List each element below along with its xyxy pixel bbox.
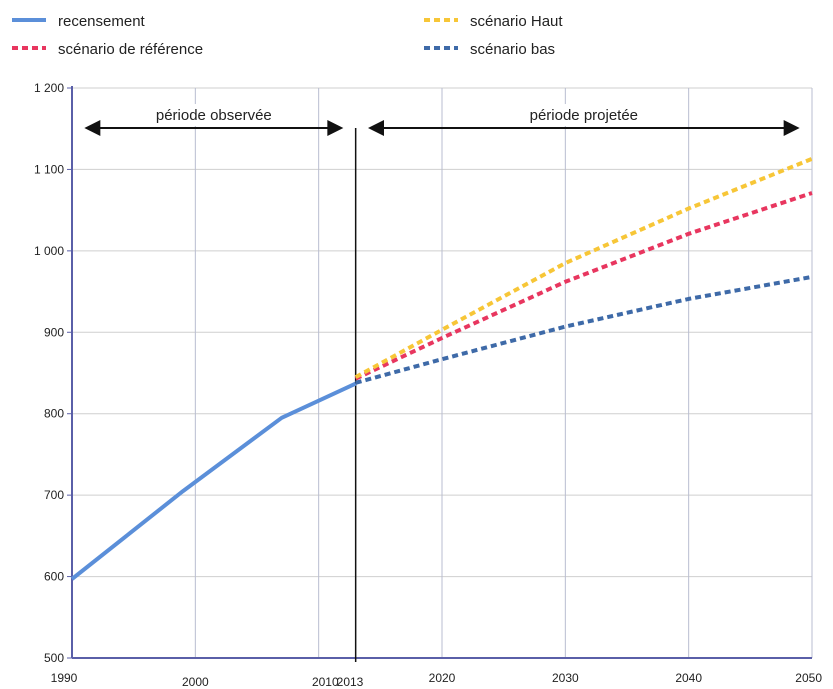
x-tick-label: 2013: [337, 675, 364, 689]
legend-item-recensement: recensement: [12, 13, 146, 30]
series: [70, 156, 813, 581]
x-tick-label: 2030: [552, 671, 579, 685]
y-tick-label: 1 100: [34, 162, 64, 176]
period-annotations: période observée période projetée: [84, 104, 800, 662]
legend-item-scenario-bas: scénario bas: [424, 41, 555, 58]
x-tick-label: 2000: [182, 675, 209, 689]
axes: [71, 86, 812, 659]
series-line-0: [70, 381, 357, 581]
legend-item-scenario-haut: scénario Haut: [424, 13, 563, 30]
period-label-observed: période observée: [156, 107, 272, 124]
legend-item-scenario-reference: scénario de référence: [12, 41, 203, 58]
y-tick-label: 500: [44, 651, 64, 665]
period-label-projected: période projetée: [530, 107, 638, 124]
series-line-1: [354, 191, 813, 381]
period-label-bg: [503, 104, 664, 126]
arrowhead-left: [84, 120, 101, 136]
period-arrow-observed: période observée: [84, 104, 344, 136]
x-tick-label: 2010: [312, 675, 339, 689]
y-tick-label: 700: [44, 488, 64, 502]
series-line-2: [354, 156, 813, 379]
legend-label-recensement: recensement: [58, 13, 146, 30]
x-tick-label: 2020: [429, 671, 456, 685]
arrowhead-right: [783, 120, 800, 136]
grid: [72, 87, 813, 658]
period-label-bg: [133, 104, 294, 126]
legend-label-scenario-reference: scénario de référence: [58, 41, 203, 58]
legend: recensement scénario de référence scénar…: [12, 13, 563, 58]
series-line-3: [355, 274, 813, 385]
legend-label-scenario-haut: scénario Haut: [470, 13, 563, 30]
y-tick-label: 800: [44, 407, 64, 421]
arrowhead-right: [327, 120, 344, 136]
arrowhead-left: [368, 120, 384, 136]
x-tick-label: 2050: [795, 671, 822, 685]
x-tick-label: 1990: [51, 671, 78, 685]
x-tick-label: 2040: [675, 671, 702, 685]
y-axis-ticks: 500 600 700 800 900 1 000 1 100 1 200: [34, 81, 72, 665]
period-arrow-projected: période projetée: [368, 104, 800, 136]
y-tick-label: 1 200: [34, 81, 64, 95]
y-tick-label: 1 000: [34, 244, 64, 258]
y-tick-label: 600: [44, 570, 64, 584]
legend-label-scenario-bas: scénario bas: [470, 41, 555, 58]
y-tick-label: 900: [44, 325, 64, 339]
